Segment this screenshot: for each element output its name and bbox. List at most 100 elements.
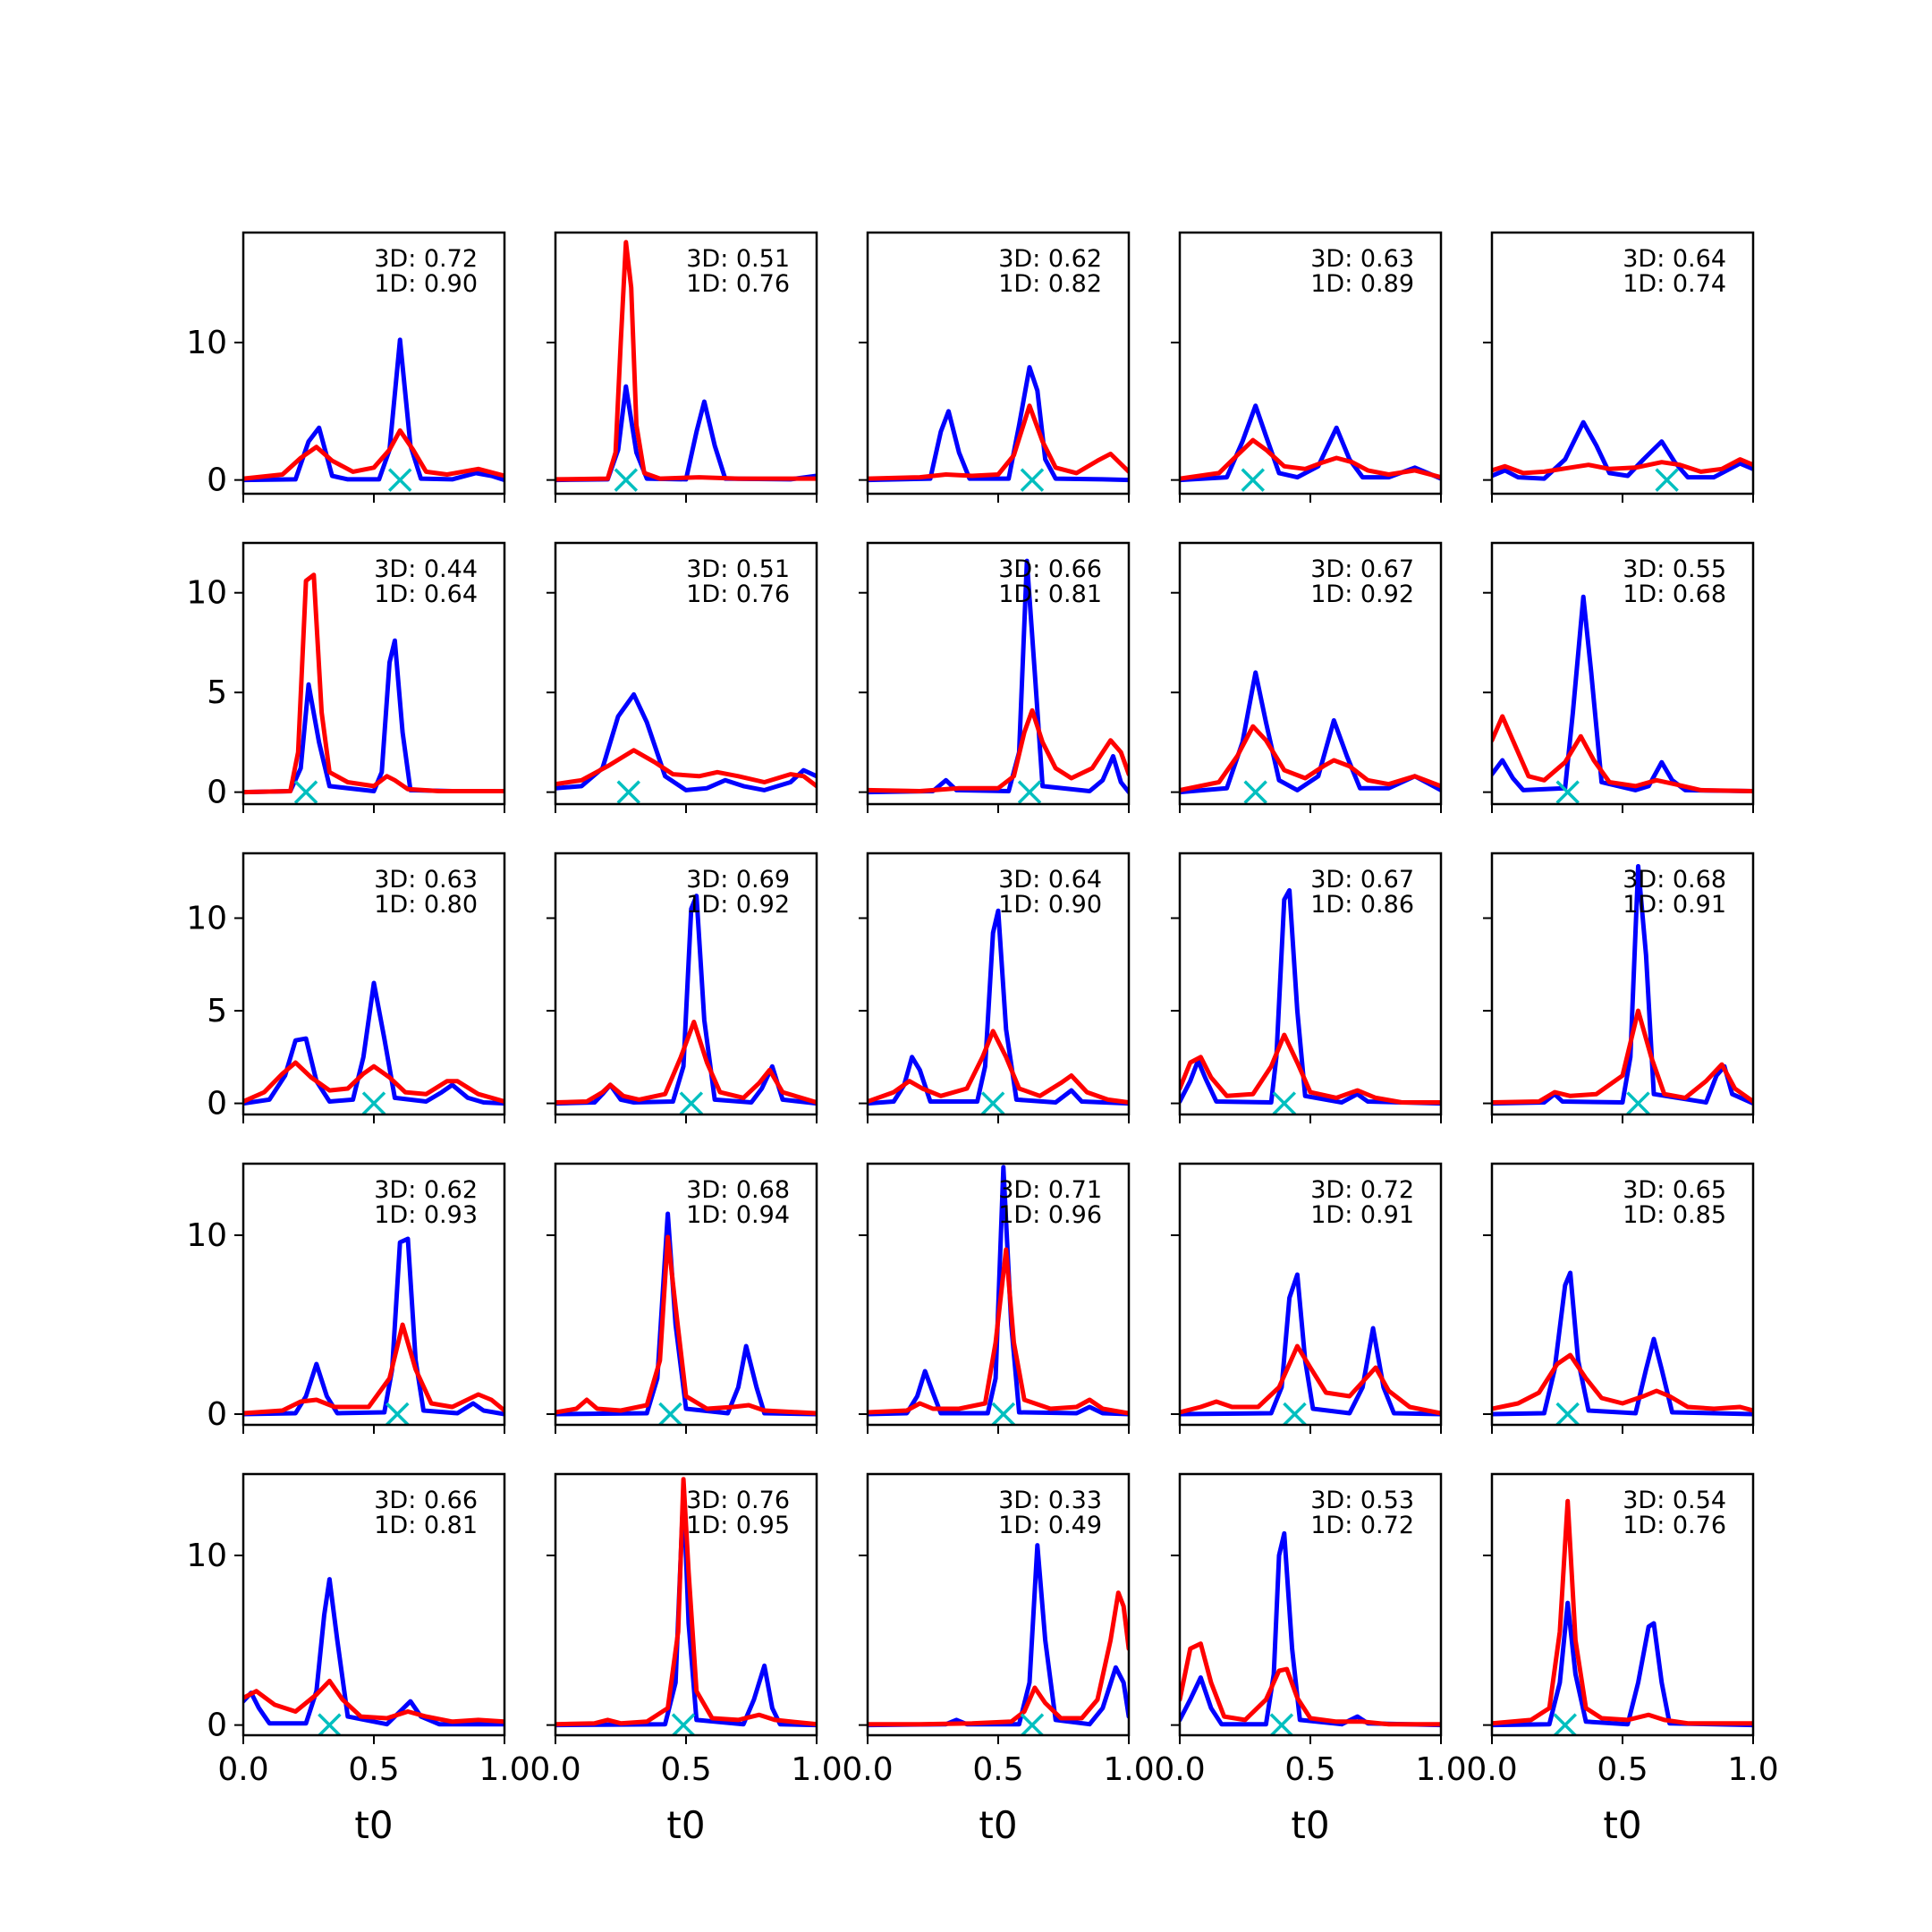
- score-annotation: 1D: 0.81: [374, 1512, 478, 1539]
- x-tick-label: 0.0: [1466, 1751, 1517, 1788]
- cross-marker: [386, 1402, 410, 1425]
- series-1d-line: [243, 1678, 504, 1724]
- score-annotation: 3D: 0.62: [998, 245, 1102, 273]
- plot-area: [555, 1211, 817, 1425]
- score-annotation: 1D: 0.89: [1310, 270, 1414, 298]
- x-tick-label: 1.0: [479, 1751, 530, 1788]
- series-3d-line: [243, 638, 504, 795]
- score-annotation: 1D: 0.94: [686, 1201, 790, 1229]
- score-annotation: 1D: 0.90: [998, 891, 1102, 919]
- plot-area: [1492, 1498, 1753, 1735]
- series-1d-line: [555, 748, 817, 789]
- x-axis-label: t0: [1291, 1803, 1329, 1847]
- plot-area: [555, 240, 817, 492]
- series-1d-line: [555, 1020, 817, 1105]
- series-1d-line: [243, 572, 504, 795]
- score-annotation: 3D: 0.66: [374, 1487, 478, 1514]
- cross-marker: [679, 1091, 704, 1114]
- cross-marker: [318, 1713, 342, 1735]
- plot-area: [243, 572, 504, 804]
- cross-marker: [1626, 1091, 1650, 1114]
- score-annotation: 3D: 0.71: [998, 1176, 1102, 1204]
- x-axis-label: t0: [1603, 1803, 1641, 1847]
- plot-area: [1492, 864, 1753, 1114]
- cross-marker: [614, 468, 639, 492]
- series-1d-line: [243, 428, 504, 481]
- series-1d-line: [1492, 1352, 1753, 1413]
- cross-marker: [616, 780, 640, 804]
- cross-marker: [991, 1402, 1016, 1425]
- score-annotation: 1D: 0.76: [686, 580, 790, 608]
- series-1d-line: [1180, 1032, 1441, 1105]
- plot-area: [868, 1543, 1129, 1735]
- cross-marker: [1243, 780, 1267, 804]
- series-3d-line: [1180, 1272, 1441, 1417]
- series-3d-line: [868, 1543, 1129, 1728]
- plot-area: [1180, 887, 1441, 1114]
- score-annotation: 3D: 0.72: [374, 245, 478, 273]
- score-annotation: 1D: 0.93: [374, 1201, 478, 1229]
- score-annotation: 1D: 0.96: [998, 1201, 1102, 1229]
- series-3d-line: [868, 908, 1129, 1106]
- y-tick-label: 10: [186, 325, 227, 361]
- cross-marker: [1555, 1402, 1580, 1425]
- series-3d-line: [555, 384, 817, 483]
- cross-marker: [1020, 468, 1045, 492]
- x-tick-label: 1.0: [791, 1751, 842, 1788]
- series-1d-line: [555, 1477, 817, 1727]
- score-annotation: 1D: 0.49: [998, 1512, 1102, 1539]
- score-annotation: 3D: 0.72: [1310, 1176, 1414, 1204]
- score-annotation: 1D: 0.90: [374, 270, 478, 298]
- plot-area: [1180, 1530, 1441, 1735]
- score-annotation: 3D: 0.54: [1623, 1487, 1726, 1514]
- series-3d-line: [1492, 594, 1753, 793]
- plot-area: [243, 1236, 504, 1425]
- cross-marker: [1655, 468, 1679, 492]
- score-annotation: 3D: 0.51: [686, 555, 790, 583]
- cross-marker: [1241, 468, 1265, 492]
- plot-area: [868, 1165, 1129, 1425]
- score-annotation: 1D: 0.92: [1310, 580, 1414, 608]
- y-tick-label: 0: [207, 1086, 227, 1123]
- series-1d-line: [868, 708, 1129, 793]
- cross-marker: [1020, 1713, 1045, 1735]
- score-annotation: 1D: 0.76: [686, 270, 790, 298]
- series-1d-line: [1180, 1343, 1441, 1416]
- series-1d-line: [555, 1234, 817, 1416]
- score-annotation: 3D: 0.64: [998, 866, 1102, 894]
- series-3d-line: [243, 337, 504, 483]
- cross-marker: [980, 1091, 1005, 1114]
- score-annotation: 3D: 0.76: [686, 1487, 790, 1514]
- cross-marker: [1017, 780, 1042, 804]
- y-tick-label: 0: [207, 1396, 227, 1433]
- y-tick-label: 10: [186, 1217, 227, 1254]
- x-tick-label: 1.0: [1103, 1751, 1154, 1788]
- cross-marker: [1283, 1402, 1307, 1425]
- series-3d-line: [555, 1488, 817, 1728]
- score-annotation: 3D: 0.67: [1310, 555, 1414, 583]
- plot-area: [243, 337, 504, 492]
- cross-marker: [387, 468, 412, 492]
- series-1d-line: [1180, 437, 1441, 481]
- series-1d-line: [1492, 1498, 1753, 1726]
- series-3d-line: [555, 1211, 817, 1417]
- series-1d-line: [1180, 1641, 1441, 1727]
- score-annotation: 3D: 0.65: [1623, 1176, 1726, 1204]
- y-tick-label: 0: [207, 462, 227, 499]
- series-3d-line: [1492, 419, 1753, 481]
- y-tick-label: 5: [207, 674, 227, 711]
- y-tick-label: 10: [186, 575, 227, 612]
- score-annotation: 3D: 0.67: [1310, 866, 1414, 894]
- plot-area: [1492, 594, 1753, 804]
- cross-marker: [1269, 1713, 1294, 1735]
- x-tick-label: 0.5: [1284, 1751, 1335, 1788]
- score-annotation: 3D: 0.68: [686, 1176, 790, 1204]
